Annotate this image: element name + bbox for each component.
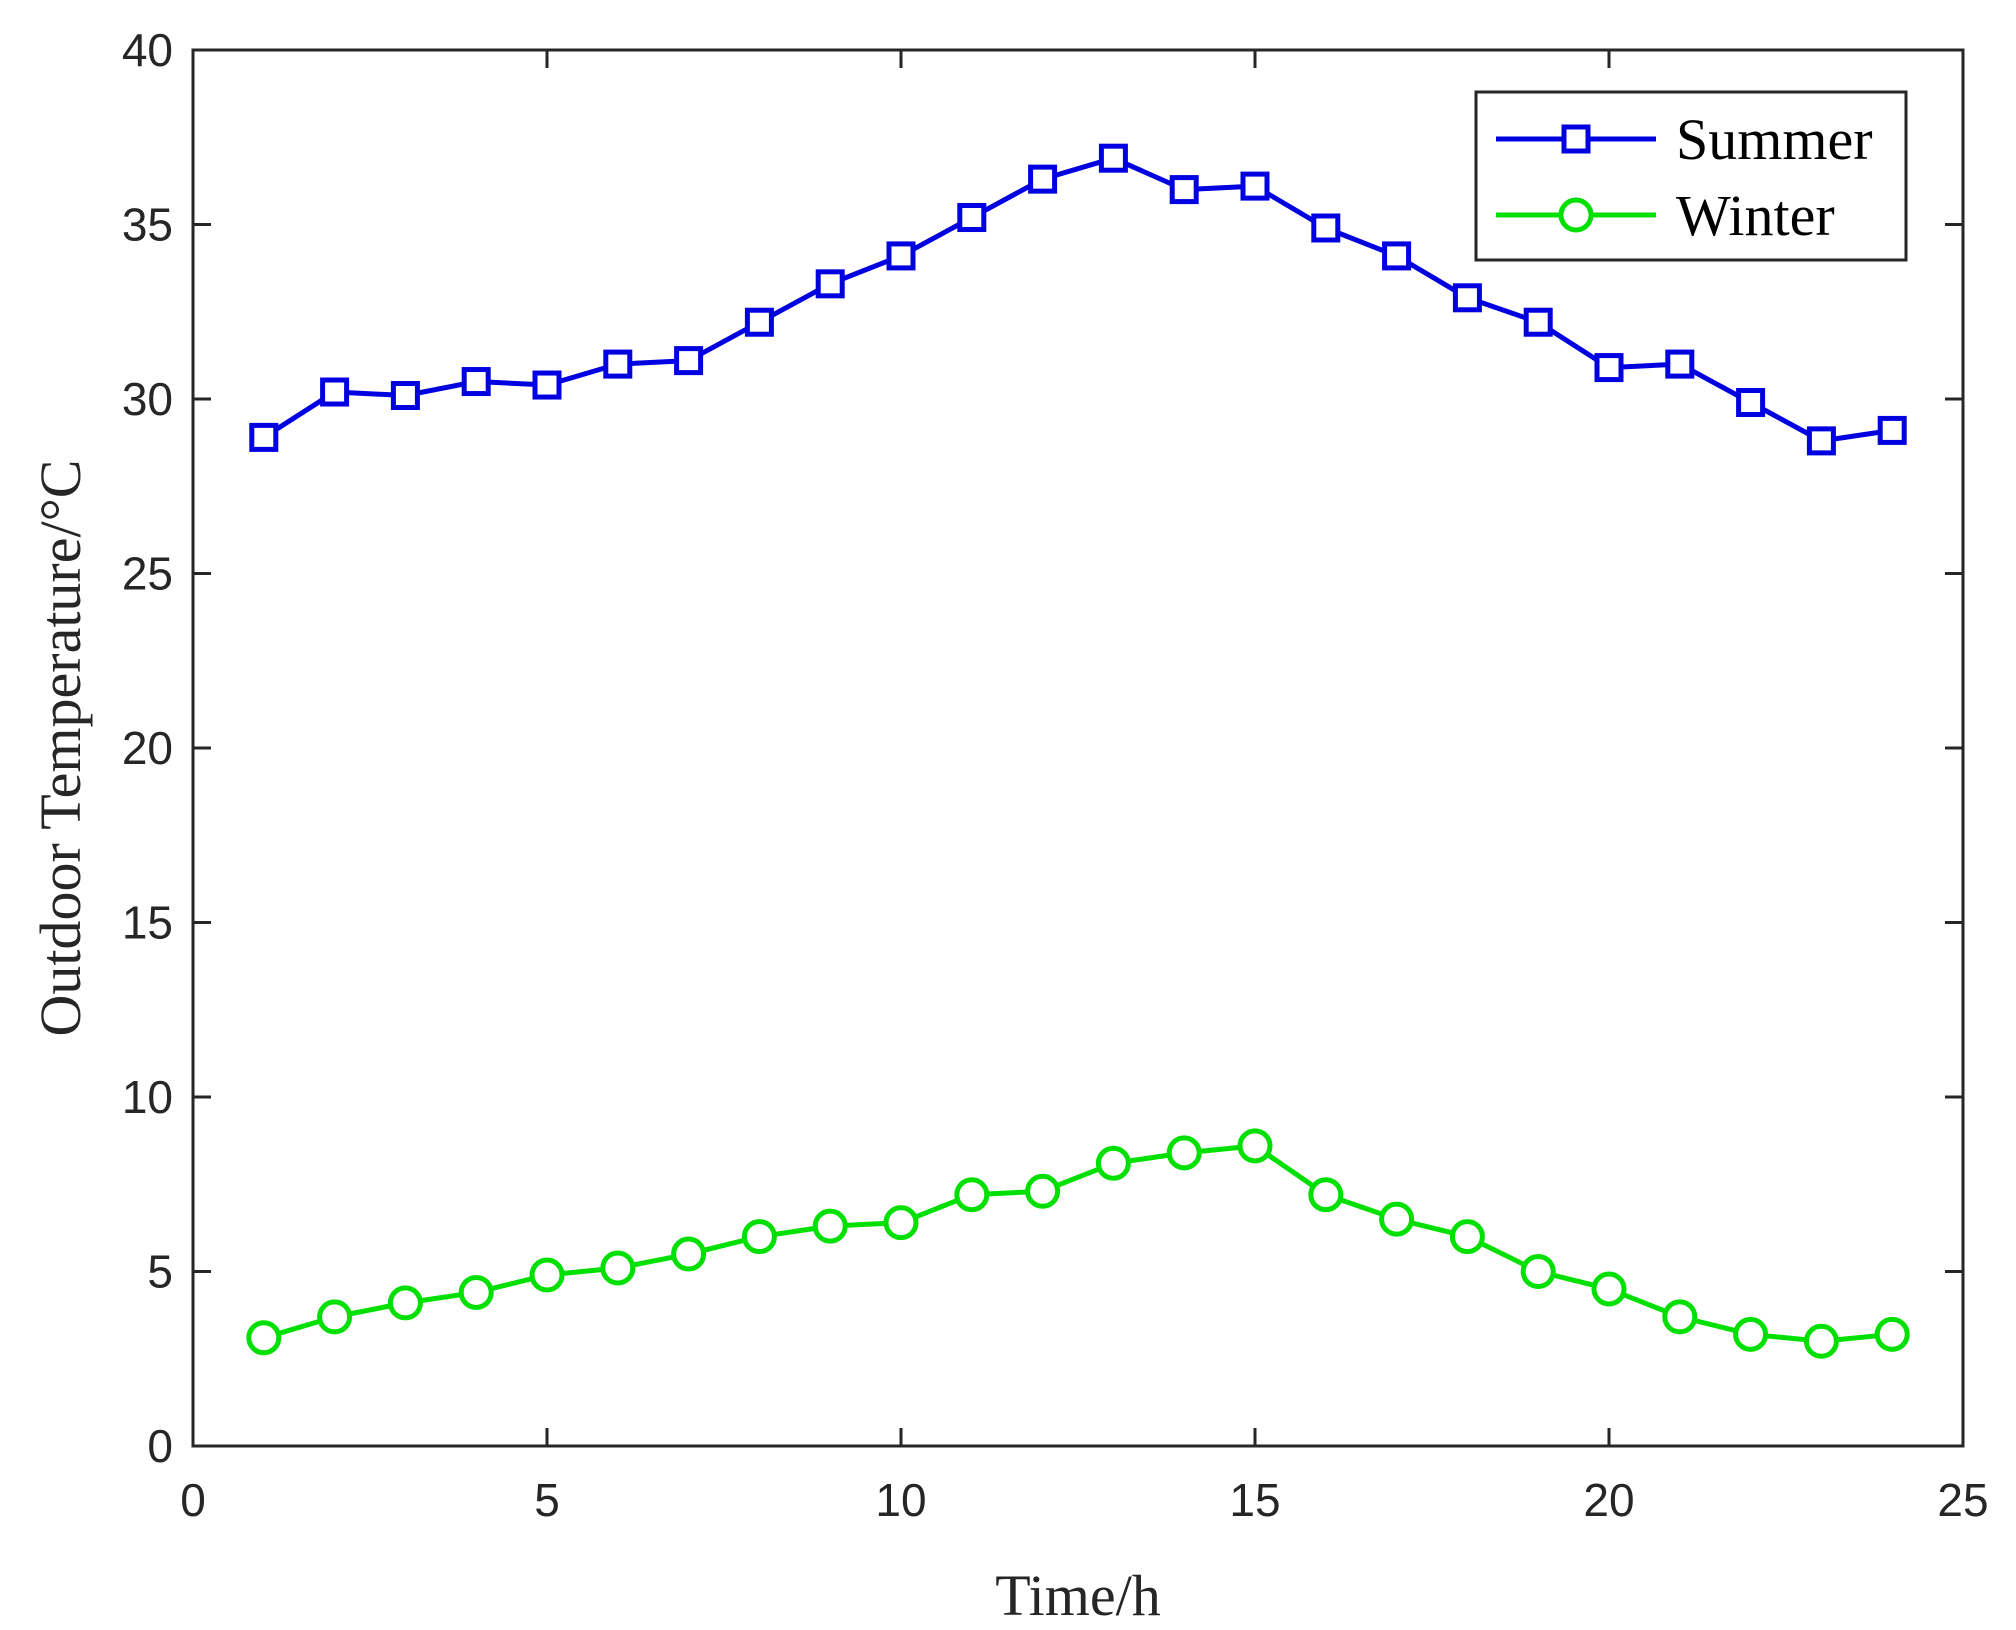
x-axis-title: Time/h (995, 1563, 1160, 1628)
legend: Summer Winter (1474, 90, 1908, 262)
legend-label: Summer (1676, 107, 1873, 172)
y-tick-label: 15 (122, 897, 173, 949)
data-point-summer (1594, 353, 1624, 383)
data-point-summer (815, 269, 845, 299)
data-point-winter (458, 1274, 494, 1310)
data-point-summer (1169, 175, 1199, 205)
legend-box (1474, 90, 1908, 262)
data-point-summer (249, 422, 279, 452)
data-point-summer (957, 203, 987, 233)
data-point-winter (1025, 1173, 1061, 1209)
x-tick-label: 20 (1583, 1474, 1634, 1526)
data-point-winter (1237, 1128, 1273, 1164)
data-point-winter (1166, 1135, 1202, 1171)
data-point-summer (461, 367, 491, 397)
data-point-winter (741, 1219, 777, 1255)
data-point-winter (1874, 1316, 1910, 1352)
data-point-winter (671, 1236, 707, 1272)
axis-tick-labels: 0 5 10 15 20 25 0 5 10 15 20 25 30 35 40 (122, 24, 1989, 1526)
data-point-winter (529, 1257, 565, 1293)
data-point-summer (744, 307, 774, 337)
y-tick-label: 35 (122, 199, 173, 251)
y-tick-label: 5 (147, 1246, 173, 1298)
data-point-summer (603, 349, 633, 379)
data-point-summer (1665, 349, 1695, 379)
data-point-summer (320, 377, 350, 407)
data-point-summer (1028, 164, 1058, 194)
legend-entry-summer: Summer (1496, 107, 1873, 172)
axis-box (191, 48, 1965, 1448)
data-point-summer (886, 241, 916, 271)
data-point-winter (1095, 1145, 1131, 1181)
y-tick-label: 25 (122, 548, 173, 600)
data-point-summer (674, 346, 704, 376)
legend-marker-square (1561, 124, 1591, 154)
data-point-winter (1379, 1201, 1415, 1237)
legend-entry-winter: Winter (1496, 183, 1835, 248)
data-point-winter (1308, 1177, 1344, 1213)
data-point-winter (246, 1320, 282, 1356)
data-point-winter (1520, 1254, 1556, 1289)
data-point-winter (387, 1285, 423, 1321)
data-point-winter (1449, 1219, 1485, 1255)
x-tick-label: 0 (180, 1474, 206, 1526)
data-point-winter (954, 1177, 990, 1213)
data-point-winter (600, 1250, 636, 1286)
axis-frame (191, 48, 1965, 1448)
data-point-summer (1877, 415, 1907, 445)
y-tick-label: 0 (147, 1420, 173, 1472)
data-point-summer (532, 370, 562, 400)
data-point-summer (1736, 387, 1766, 417)
legend-marker-circle (1558, 197, 1594, 233)
data-point-summer (1452, 283, 1482, 313)
plot-area (193, 50, 1963, 1446)
y-tick-label: 20 (122, 722, 173, 774)
y-tick-label: 10 (122, 1071, 173, 1123)
y-axis-title: Outdoor Temperature/°C (28, 460, 93, 1037)
data-point-summer (1523, 307, 1553, 337)
data-point-summer (1098, 143, 1128, 173)
data-point-summer (390, 381, 420, 411)
data-point-winter (1803, 1323, 1839, 1359)
x-tick-label: 10 (875, 1474, 926, 1526)
x-tick-label: 25 (1937, 1474, 1988, 1526)
series-winter (246, 1128, 1910, 1359)
x-tick-label: 15 (1229, 1474, 1280, 1526)
data-point-winter (1662, 1299, 1698, 1335)
plot-background (193, 50, 1963, 1446)
data-point-summer (1382, 241, 1412, 271)
data-point-winter (883, 1205, 919, 1241)
data-point-winter (317, 1299, 353, 1335)
data-point-winter (1591, 1271, 1627, 1307)
data-point-winter (812, 1208, 848, 1244)
x-tick-label: 5 (534, 1474, 560, 1526)
data-point-winter (1733, 1316, 1769, 1352)
data-point-summer (1311, 213, 1341, 243)
data-point-summer (1806, 426, 1836, 456)
y-tick-label: 40 (122, 24, 173, 76)
legend-label: Winter (1676, 183, 1835, 248)
series-layer (246, 143, 1910, 1359)
data-point-summer (1240, 171, 1270, 201)
y-tick-label: 30 (122, 373, 173, 425)
series-summer (249, 143, 1907, 456)
